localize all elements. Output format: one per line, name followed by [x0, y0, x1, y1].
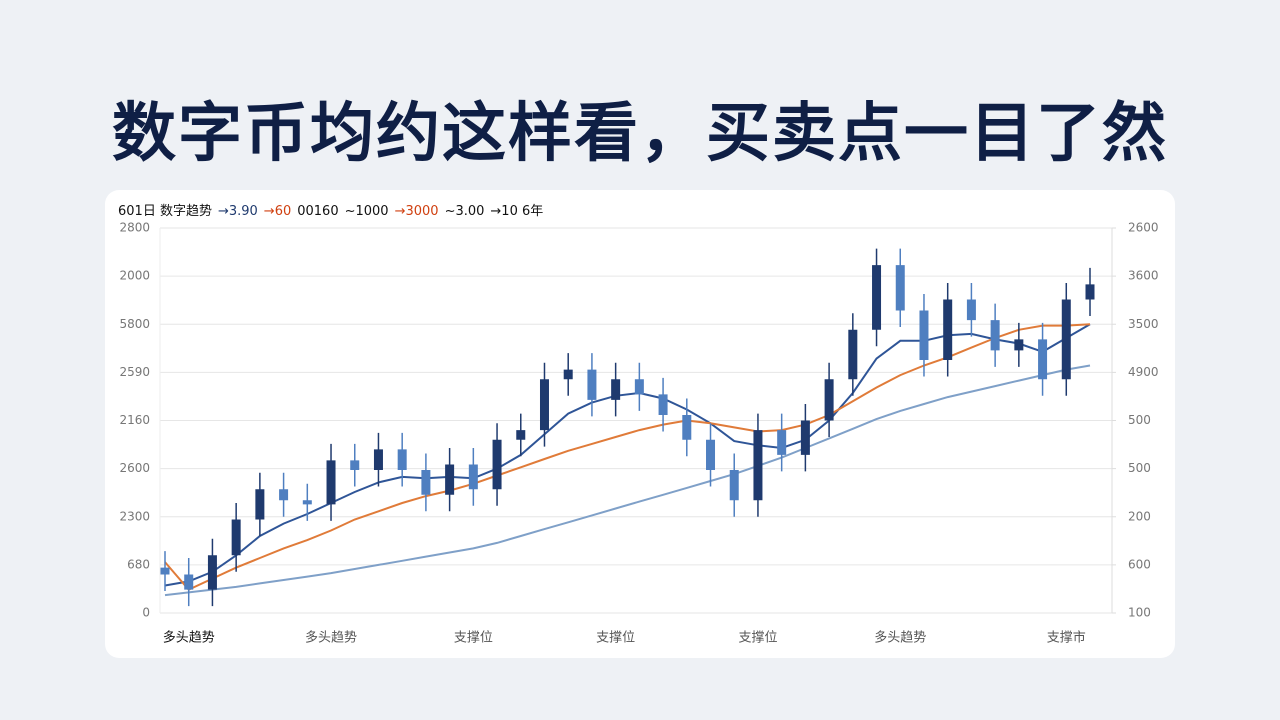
candle-body: [990, 320, 1000, 351]
candle-body: [895, 265, 905, 311]
header-item: 00160: [297, 204, 338, 219]
candle-body: [800, 420, 810, 455]
y-tick-label: 680: [127, 557, 150, 571]
y-tick-label: 2160: [119, 413, 150, 427]
candle-body: [1061, 299, 1071, 380]
header-item: 601日 数字趋势: [118, 203, 212, 219]
candle-body: [373, 449, 383, 470]
header-item: →10 6年: [490, 204, 543, 219]
candle-body: [634, 379, 644, 395]
candle-body: [611, 379, 621, 400]
candle-body: [587, 369, 597, 400]
ma-line: [164, 323, 1091, 587]
candle-body: [421, 470, 431, 495]
candle-body: [468, 464, 478, 490]
candle-body: [919, 310, 929, 360]
y2-tick-label: 600: [1128, 557, 1151, 571]
y-tick-label: 2000: [119, 269, 150, 283]
candle-body: [729, 470, 739, 501]
x-tick-label: 支撑位: [454, 631, 493, 646]
candle-body: [682, 415, 692, 440]
candle-body: [207, 555, 217, 590]
chart-header: 601日 数字趋势 →3.90 →60 00160 ~1000 →3000 ~3.00 →10…: [118, 203, 543, 219]
candle-body: [539, 379, 549, 431]
page-title: 数字币均约这样看，买卖点一目了然: [112, 97, 1168, 171]
candle-body: [563, 369, 573, 380]
y-tick-label: 0: [142, 606, 150, 620]
header-item: →3.90: [218, 204, 258, 219]
y-tick-label: 2800: [119, 221, 150, 235]
y-tick-label: 2600: [119, 461, 150, 475]
candle-body: [160, 567, 170, 575]
candle-body: [966, 299, 976, 321]
header-item: ~3.00: [445, 204, 485, 219]
y2-tick-label: 3500: [1128, 317, 1159, 331]
candle-body: [302, 500, 312, 505]
candle-body: [753, 430, 763, 501]
y2-tick-label: 500: [1128, 413, 1151, 427]
candle-body: [848, 329, 858, 380]
candle-body: [824, 379, 834, 421]
candle-body: [658, 394, 668, 415]
x-tick-label: 支撑市: [1047, 630, 1086, 646]
chart: 601日 数字趋势 →3.90 →60 00160 ~1000 →3000 ~3.00 →10…: [118, 203, 1159, 646]
candle-body: [706, 439, 716, 470]
candle-body: [184, 574, 194, 590]
header-item: →60: [264, 204, 291, 219]
candle-body: [445, 464, 455, 495]
y2-tick-label: 200: [1128, 509, 1151, 523]
y2-tick-label: 500: [1128, 461, 1151, 475]
x-tick-label: 支撑位: [738, 631, 777, 646]
y-tick-label: 2300: [119, 509, 150, 523]
header-item: ~1000: [345, 204, 389, 219]
candle-body: [872, 265, 882, 330]
candle-body: [943, 299, 953, 360]
x-tick-label: 多头趋势: [305, 630, 357, 646]
candle-body: [1038, 339, 1048, 380]
candle-body: [1085, 284, 1095, 300]
y-tick-label: 2590: [119, 365, 150, 379]
candle-body: [350, 460, 360, 470]
x-tick-label: 多头趋势: [163, 630, 215, 646]
candle-body: [516, 430, 526, 440]
y2-tick-label: 3600: [1128, 269, 1159, 283]
candle-body: [231, 519, 241, 556]
candle-body: [777, 430, 787, 455]
x-tick-label: 支撑位: [596, 631, 635, 646]
candle-body: [279, 489, 289, 501]
candle-body: [492, 439, 502, 490]
y2-tick-label: 4900: [1128, 365, 1159, 379]
ma-line: [164, 323, 1091, 591]
chart-card: 601日 数字趋势 →3.90 →60 00160 ~1000 →3000 ~3.00 →10…: [105, 190, 1175, 658]
ma-line: [164, 364, 1091, 597]
y2-tick-label: 100: [1128, 606, 1151, 620]
y-tick-label: 5800: [119, 317, 150, 331]
candle-body: [326, 460, 336, 505]
header-item: →3000: [395, 204, 439, 219]
y2-tick-label: 2600: [1128, 221, 1159, 235]
candle-body: [397, 449, 407, 470]
candle-body: [1014, 339, 1024, 351]
candle-body: [255, 489, 265, 520]
x-tick-label: 多头趋势: [874, 630, 926, 646]
